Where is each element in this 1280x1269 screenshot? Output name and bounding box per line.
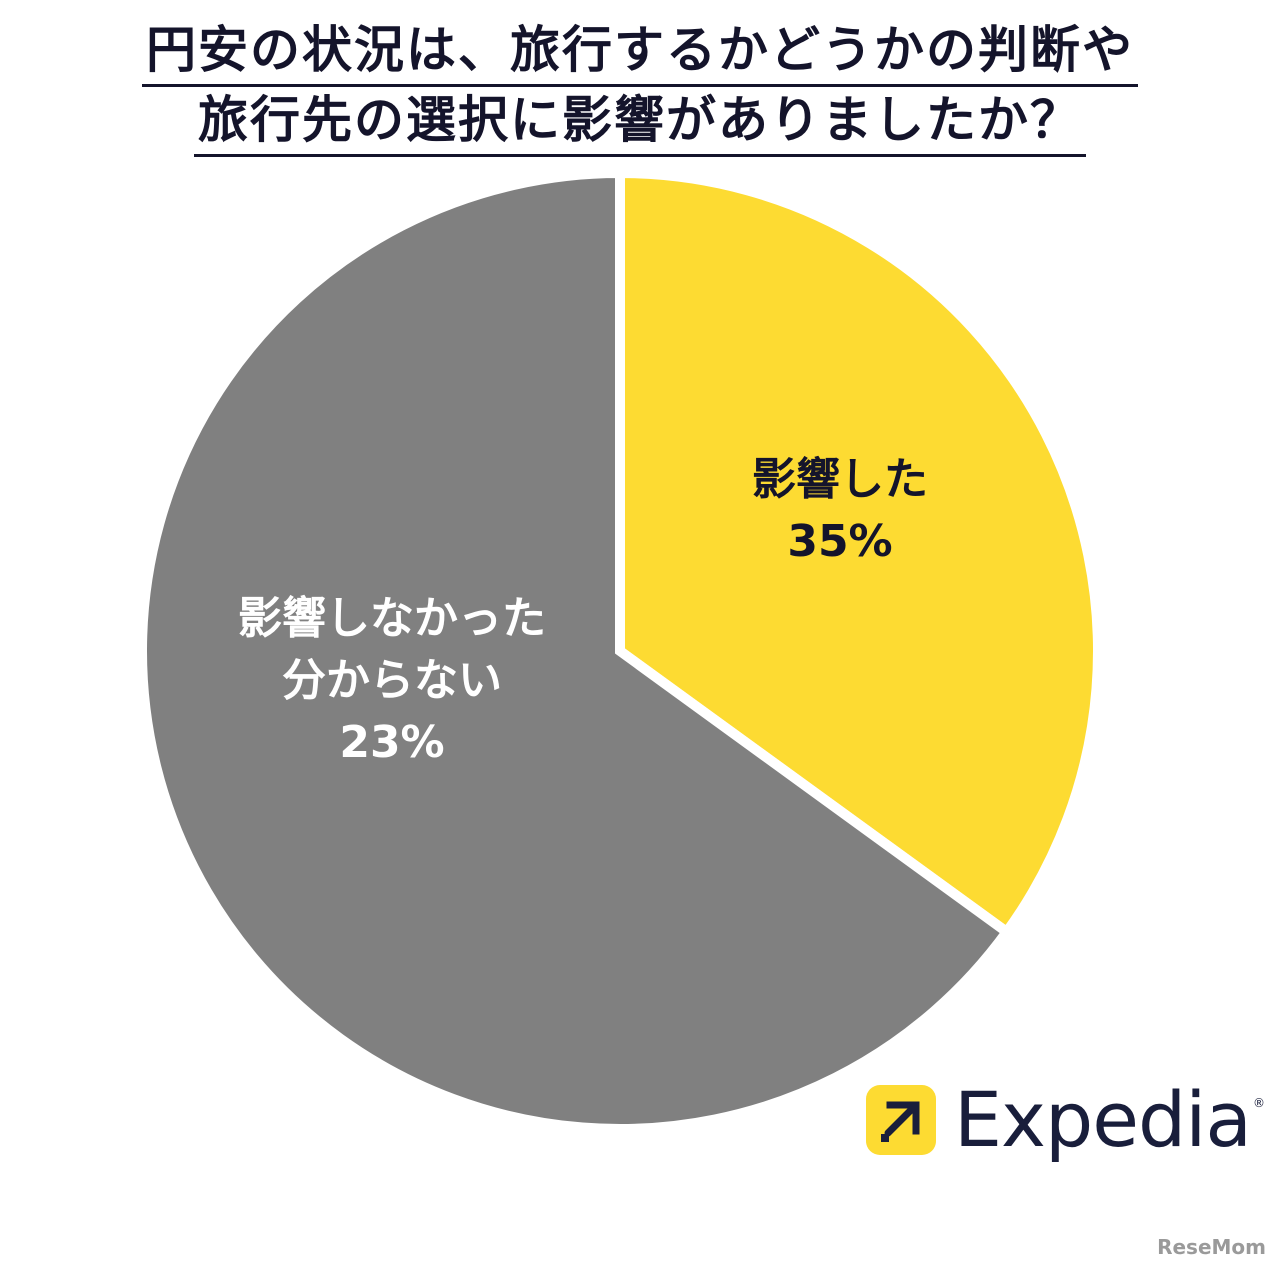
slice-label-line: 35% — [787, 516, 892, 567]
registered-mark: ® — [1252, 1096, 1265, 1110]
slice-label-line: 影響した — [752, 454, 928, 505]
title-line-1: 円安の状況は、旅行するかどうかの判断や — [142, 18, 1138, 87]
chart-title: 円安の状況は、旅行するかどうかの判断や 旅行先の選択に影響がありましたか？ — [0, 18, 1280, 158]
pie-slice-1 — [615, 167, 1103, 939]
expedia-brand: Expedia ® — [866, 1078, 1265, 1162]
slice-label-1: 影響した 35% — [752, 454, 928, 567]
slice-label-2: 影響しなかった分からない 23% — [238, 593, 546, 768]
pie-slice-2 — [137, 167, 1014, 1134]
expedia-logo-icon — [866, 1085, 936, 1155]
title-line-2: 旅行先の選択に影響がありましたか？ — [194, 88, 1086, 157]
slice-label-line: 23% — [339, 717, 444, 768]
brand-name: Expedia — [954, 1075, 1252, 1164]
slice-label-line: 影響しなかった — [238, 593, 546, 644]
slice-label-line: 分からない — [282, 655, 502, 706]
watermark: ReseMom — [1157, 1235, 1266, 1259]
